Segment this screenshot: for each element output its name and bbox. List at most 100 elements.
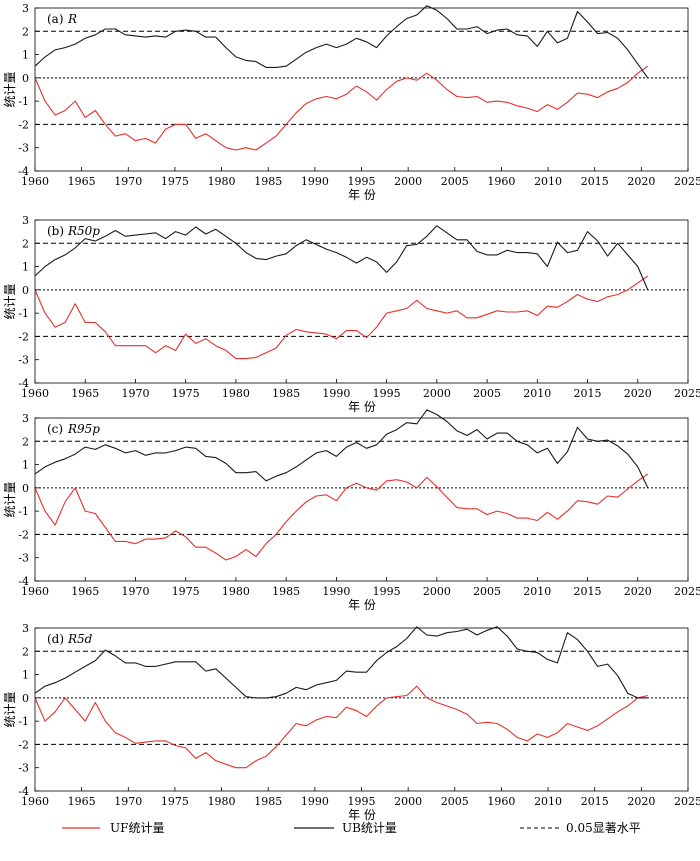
x-tick-label: 1990	[322, 387, 350, 400]
x-tick-label: 2015	[574, 585, 602, 598]
panel-variable: R50p	[67, 224, 100, 238]
y-tick-label: 1	[22, 459, 29, 472]
y-tick-label: -2	[18, 528, 29, 541]
x-tick-label: 1995	[373, 387, 401, 400]
reference-lines	[35, 242, 688, 337]
y-tick-label: -2	[18, 118, 29, 131]
y-tick-label: 1	[22, 669, 29, 682]
x-tick-label: 2010	[523, 387, 551, 400]
plot-frame	[34, 417, 689, 582]
panel-label: (d)	[47, 632, 64, 646]
x-tick-label: 1980	[222, 585, 250, 598]
x-tick-label: 1965	[71, 387, 99, 400]
x-tick-label: 1975	[172, 387, 200, 400]
y-tick-label: -3	[18, 552, 29, 565]
x-tick-label: 1965	[71, 585, 99, 598]
x-tick-label: 1975	[172, 585, 200, 598]
panel-variable: R	[67, 12, 77, 26]
x-tick-label: 1960	[21, 795, 49, 808]
y-tick-label: 0	[22, 72, 29, 85]
x-tick-label: 1995	[348, 795, 376, 808]
x-tick-label: 1975	[161, 795, 189, 808]
y-axis-ticks: 3 2 1 0 -1 -2 -3 -4	[18, 2, 39, 178]
x-tick-label: 1985	[272, 585, 300, 598]
y-tick-label: 1	[22, 49, 29, 62]
panel-variable: R5d	[67, 632, 93, 646]
y-tick-label: 2	[22, 25, 29, 38]
y-tick-label: -1	[18, 95, 29, 108]
y-tick-label: -1	[18, 505, 29, 518]
x-tick-label: 2025	[674, 795, 700, 808]
y-tick-label: 3	[22, 412, 29, 425]
x-axis-ticks: 1960 1965 1970 1975 1980 1985 1990 1995 2000 2005…	[21, 787, 700, 808]
x-tick-label: 2025	[674, 585, 700, 598]
x-tick-label: 1985	[254, 795, 282, 808]
x-tick-label: 2010	[534, 175, 562, 188]
x-tick-label: 2000	[423, 585, 451, 598]
x-tick-label: 2025	[674, 175, 700, 188]
x-axis-ticks: 1960 1965 1970 1975 1980 1985 1990 1995 2000 2005…	[21, 577, 700, 598]
panel-label: (b)	[47, 224, 64, 238]
x-tick-label: 2000	[423, 387, 451, 400]
ub-series-line	[34, 225, 649, 291]
y-tick-label: -2	[18, 330, 29, 343]
x-tick-label: 1985	[254, 175, 282, 188]
y-tick-label: -3	[18, 142, 29, 155]
x-tick-label: 2000	[394, 175, 422, 188]
x-tick-label: 1995	[348, 175, 376, 188]
x-tick-label: 2020	[624, 387, 652, 400]
panel-b: 3 2 1 0 -1 -2 -3 -4 1960 1965 1970 1975 1980 1985 199…	[3, 214, 700, 414]
series-lines	[34, 225, 649, 360]
x-tick-label: 1990	[301, 175, 329, 188]
x-tick-label: 2000	[394, 795, 422, 808]
x-tick-label: 1960	[21, 175, 49, 188]
x-tick-label: 1975	[161, 175, 189, 188]
y-tick-label: -4	[18, 165, 29, 178]
panel-c: 3 2 1 0 -1 -2 -3 -4 1960 1965 1970 1975 1980 1985 199…	[3, 409, 700, 612]
x-tick-label: 2005	[441, 795, 469, 808]
series-lines	[34, 5, 649, 151]
y-tick-label: 2	[22, 435, 29, 448]
reference-lines	[35, 650, 688, 745]
legend-significance-label: 0.05显著水平	[566, 821, 641, 835]
x-tick-label: 1980	[208, 175, 236, 188]
y-tick-label: -2	[18, 738, 29, 751]
x-tick-label: 1965	[68, 175, 96, 188]
x-tick-label: 1970	[114, 795, 142, 808]
x-tick-label: 1970	[121, 387, 149, 400]
y-tick-label: -3	[18, 762, 29, 775]
panel-a: 3 2 1 0 -1 -2 -3 -4 1960 1965 1970 1975 1980 1985 199…	[3, 2, 700, 202]
x-tick-label: 2015	[581, 795, 609, 808]
y-tick-label: 2	[22, 645, 29, 658]
x-tick-label: 2020	[627, 795, 655, 808]
series-lines	[34, 626, 648, 769]
panel-d: 3 2 1 0 -1 -2 -3 -4 1960 1965 1970 1975 1980 1985 199…	[3, 622, 700, 822]
y-tick-label: 2	[22, 237, 29, 250]
panel-label: (c)	[47, 422, 63, 436]
series-lines	[34, 409, 649, 561]
uf-series-line	[34, 275, 649, 360]
x-tick-label: 2020	[627, 175, 655, 188]
x-tick-label: 1980	[208, 795, 236, 808]
y-tick-label: -4	[18, 575, 29, 588]
panel-label: (a)	[47, 12, 64, 26]
uf-series-line	[34, 65, 649, 151]
x-axis-title: 年 份	[348, 188, 376, 202]
x-tick-label: 1960	[21, 387, 49, 400]
reference-lines	[35, 440, 688, 535]
x-tick-label: 1970	[121, 585, 149, 598]
x-tick-label: 1960	[487, 795, 515, 808]
x-axis-ticks: 1960 1965 1970 1975 1980 1985 1990 1995 2000 2005…	[21, 167, 700, 188]
y-tick-label: 1	[22, 261, 29, 274]
plot-frame	[34, 219, 689, 384]
x-tick-label: 1980	[222, 387, 250, 400]
ub-series-line	[34, 626, 648, 699]
legend: UF统计量 UB统计量 0.05显著水平	[62, 821, 641, 835]
x-tick-label: 2010	[523, 585, 551, 598]
x-axis-title: 年 份	[348, 808, 376, 822]
legend-ub-label: UB统计量	[342, 821, 397, 835]
ub-series-line	[34, 5, 649, 79]
ub-series-line	[34, 409, 649, 489]
uf-series-line	[34, 685, 648, 769]
y-tick-label: -4	[18, 785, 29, 798]
